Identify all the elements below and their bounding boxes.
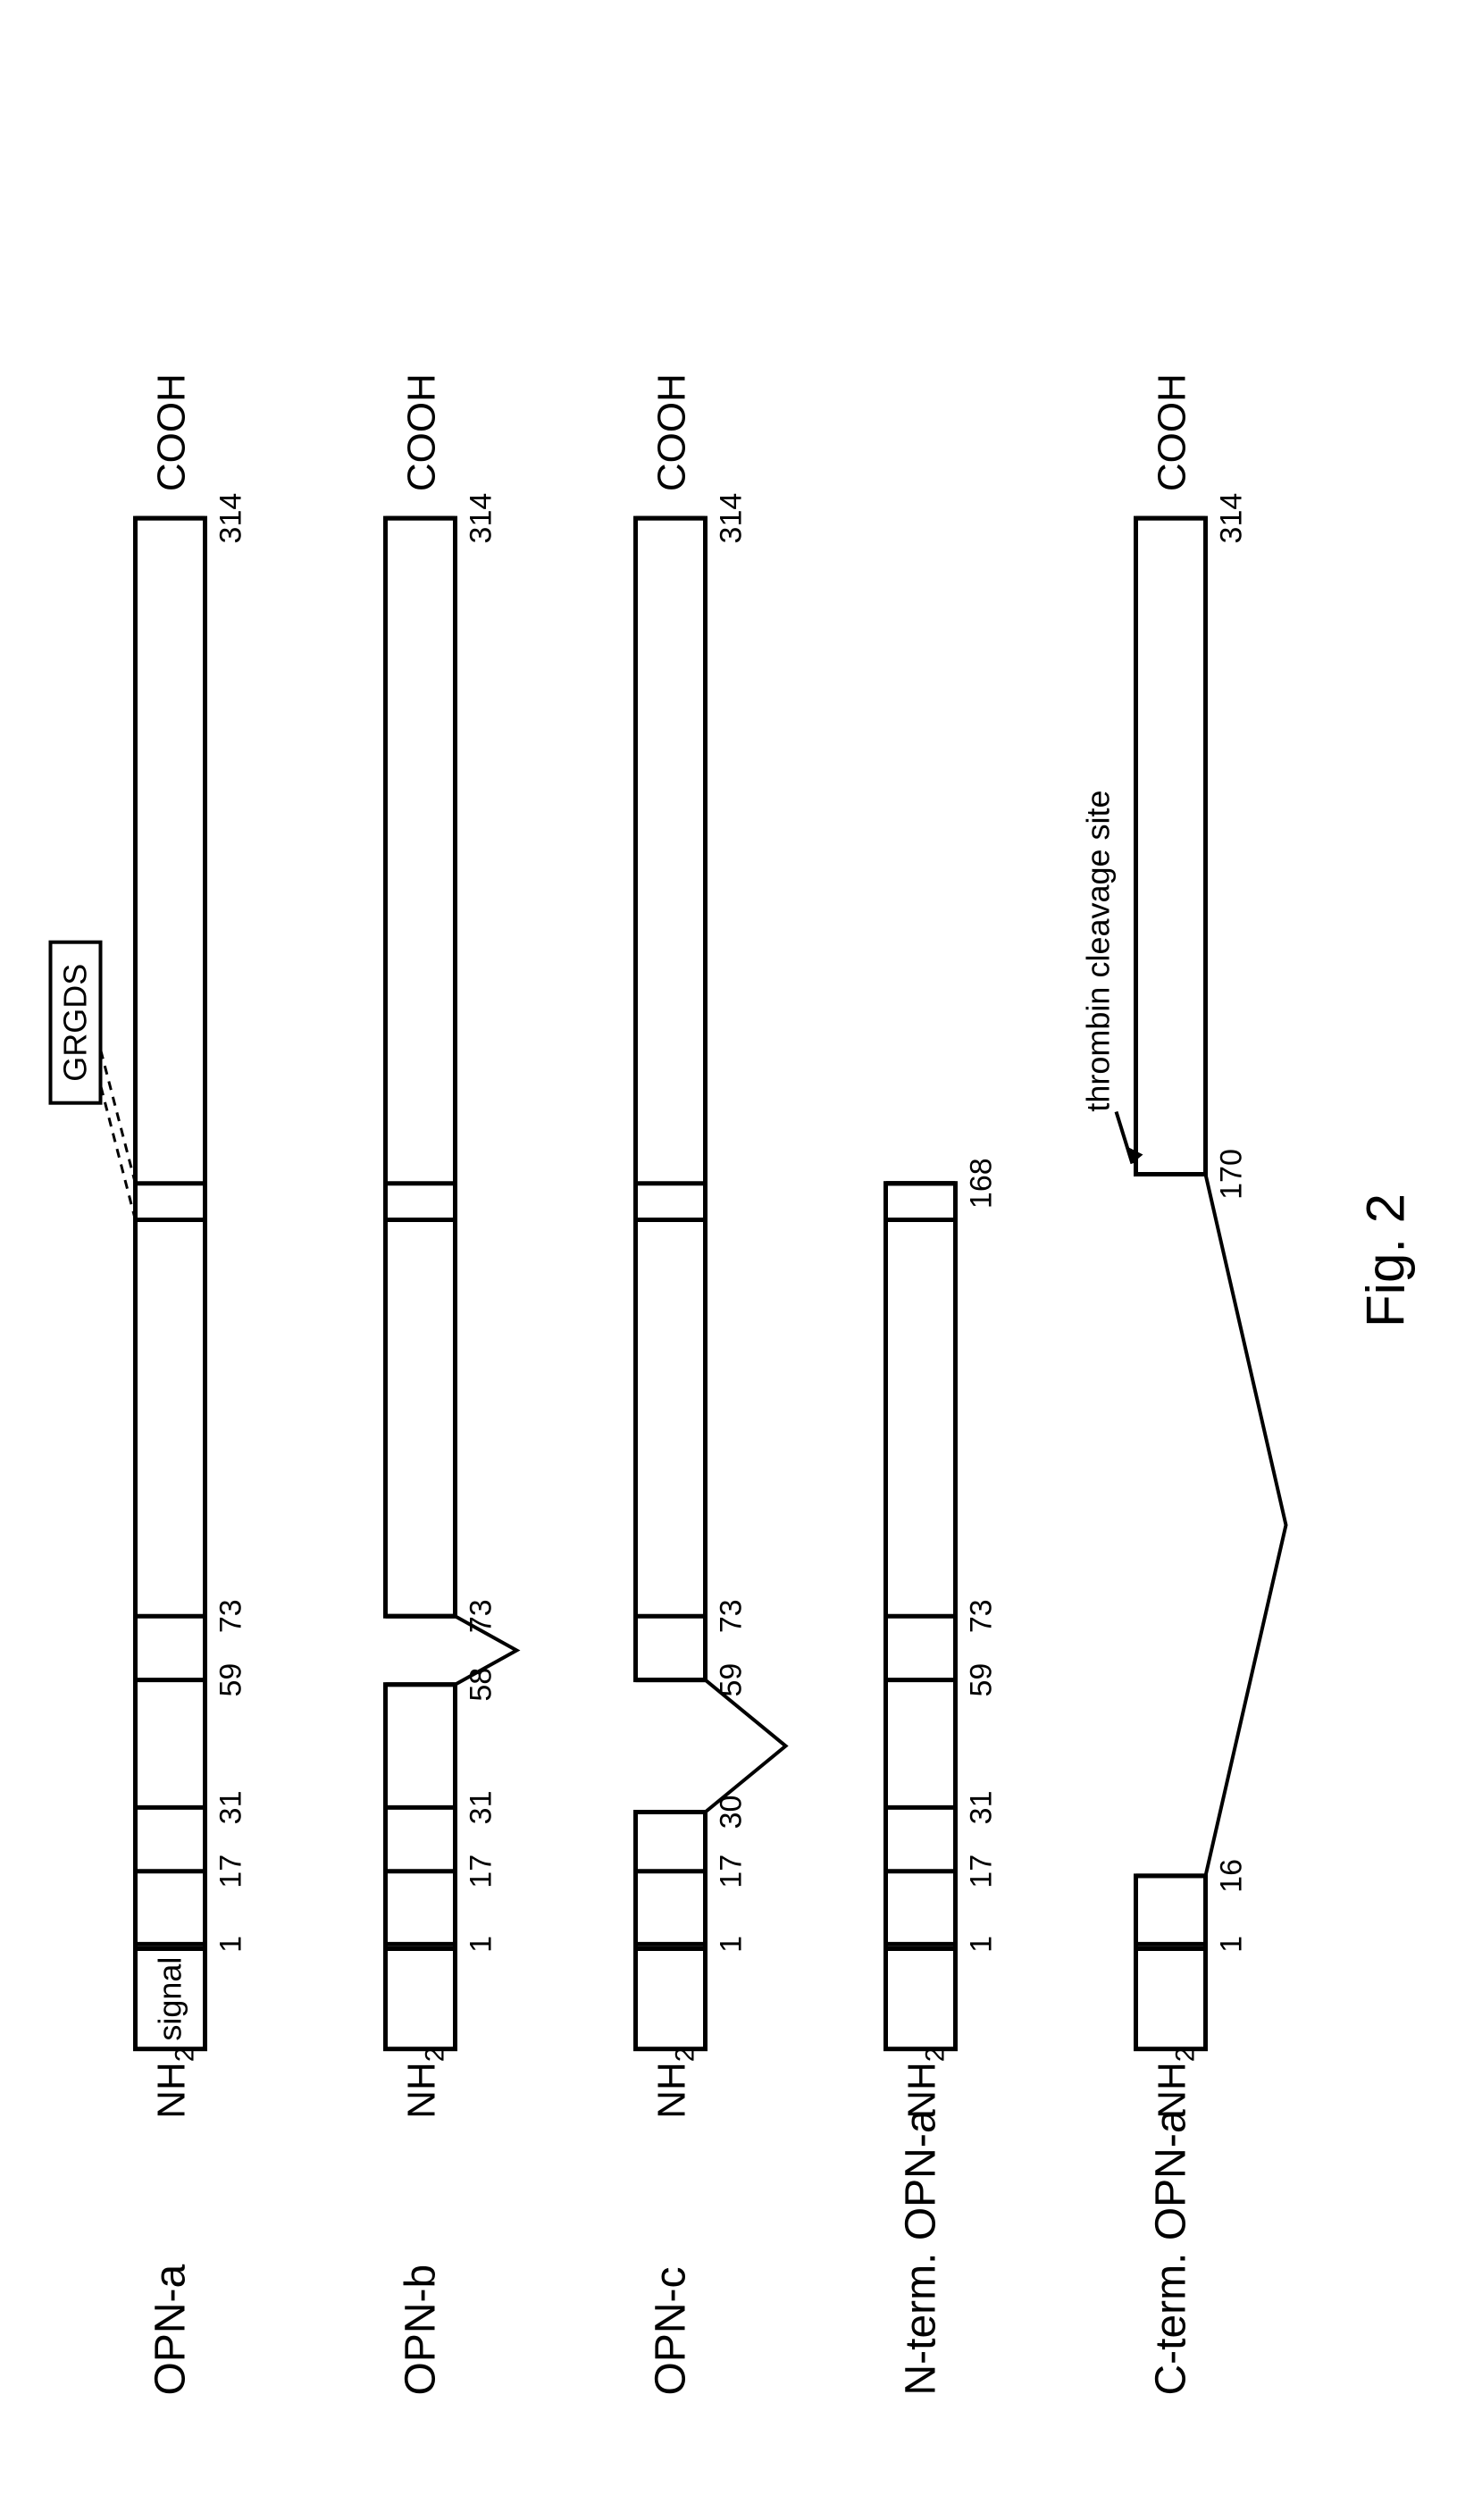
tick-label: 73: [464, 1599, 498, 1633]
splice-connector: [705, 1679, 785, 1812]
grgds-label: GRGDS: [56, 963, 93, 1081]
nh2-label: NH2: [149, 2047, 199, 2118]
splice-connector: [1205, 1174, 1285, 1875]
segment: [635, 1812, 705, 1948]
grgds-leader: [100, 1084, 135, 1219]
segment: [635, 518, 705, 1679]
tick-label: 31: [464, 1790, 498, 1824]
segment: [1135, 518, 1205, 1174]
segment: [885, 1183, 955, 1948]
tick-label: 73: [964, 1599, 998, 1633]
tick-label: 59: [964, 1662, 998, 1696]
nh2-label: NH2: [1150, 2047, 1200, 2118]
figure-label: Fig. 2: [1355, 1193, 1415, 1327]
tick-label: 314: [464, 492, 498, 543]
cooh-label: COOH: [399, 373, 443, 491]
segment: [135, 518, 205, 1948]
tick-label: 1: [214, 1935, 247, 1952]
tick-label: 73: [714, 1599, 748, 1633]
figure-canvas: OPN-aNH2117315973314COOHOPN-bNH211731587…: [0, 0, 1457, 2520]
nh2-label: NH2: [900, 2047, 950, 2118]
nh2-label: NH2: [399, 2047, 449, 2118]
tick-label: 168: [964, 1158, 998, 1209]
row-label-b: OPN-b: [397, 2264, 444, 2395]
tick-label: 1: [1214, 1935, 1248, 1952]
tick-label: 17: [214, 1854, 247, 1888]
nh2-label: NH2: [649, 2047, 699, 2118]
tick-label: 1: [964, 1935, 998, 1952]
grgds-leader: [100, 1049, 135, 1183]
tick-label: 17: [714, 1854, 748, 1888]
thrombin-arrow: [1116, 1111, 1132, 1163]
tick-label: 31: [214, 1790, 247, 1824]
cooh-label: COOH: [649, 373, 693, 491]
tick-label: 73: [214, 1599, 247, 1633]
tick-label: 59: [214, 1662, 247, 1696]
thrombin-label: thrombin cleavage site: [1079, 790, 1116, 1111]
tick-label: 16: [1214, 1858, 1248, 1892]
segment: [385, 1684, 455, 1948]
signal-label: signal: [151, 1956, 188, 2040]
segment: [635, 1948, 705, 2048]
tick-label: 314: [1214, 492, 1248, 543]
segment: [1135, 1875, 1205, 1948]
segment: [385, 518, 455, 1616]
tick-label: 17: [464, 1854, 498, 1888]
row-label-nterm: N-term. OPN-a: [897, 2109, 944, 2395]
segment: [385, 1948, 455, 2048]
cooh-label: COOH: [1150, 373, 1193, 491]
row-label-c: OPN-c: [647, 2266, 694, 2395]
tick-label: 31: [964, 1790, 998, 1824]
segment: [1135, 1948, 1205, 2048]
tick-label: 314: [214, 492, 247, 543]
row-label-cterm: C-term. OPN-a: [1147, 2109, 1194, 2395]
tick-label: 1: [714, 1935, 748, 1952]
tick-label: 17: [964, 1854, 998, 1888]
row-label-a: OPN-a: [147, 2264, 194, 2395]
tick-label: 170: [1214, 1149, 1248, 1200]
cooh-label: COOH: [149, 373, 193, 491]
tick-label: 1: [464, 1935, 498, 1952]
tick-label: 314: [714, 492, 748, 543]
segment: [885, 1948, 955, 2048]
